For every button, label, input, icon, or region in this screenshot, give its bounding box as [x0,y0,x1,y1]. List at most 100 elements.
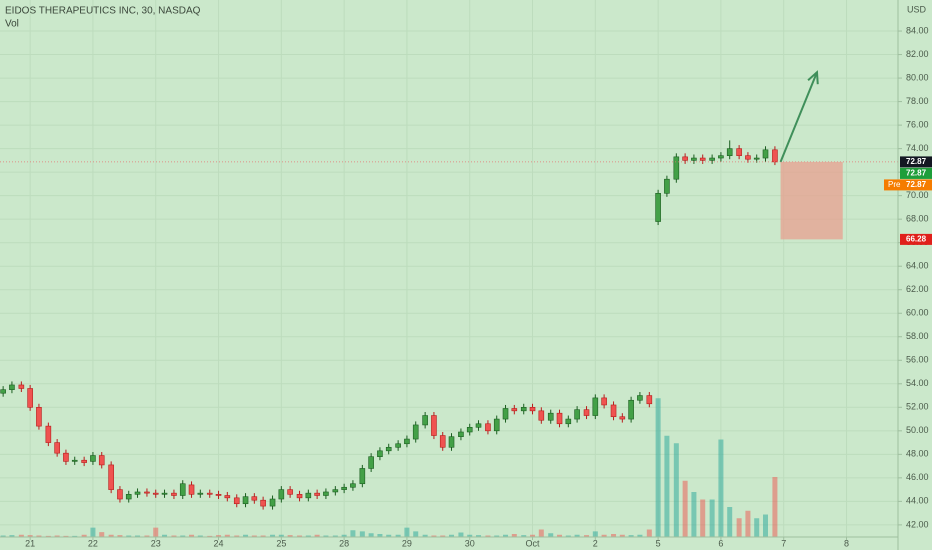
candle-body [592,397,599,416]
candle-body [314,492,320,496]
y-tick-label: 78.00 [906,96,929,106]
candle-body [224,495,231,499]
volume-bar [180,535,186,537]
y-tick-label: 76.00 [906,119,929,129]
volume-bar [90,527,96,537]
volume-bar [305,535,311,537]
candle-body [772,149,778,163]
candle-layer [0,140,778,510]
candle-body [610,404,617,418]
volume-bar [135,535,141,537]
volume-bar [99,532,105,537]
volume-bar [18,534,24,537]
volume-bar [332,535,338,537]
volume-bar [323,535,329,537]
candle-body [9,384,15,390]
candle-body [18,384,25,389]
y-tick-label: 54.00 [906,378,929,388]
volume-bar [440,535,446,537]
volume-bar [297,535,303,537]
volume-bar [655,398,661,537]
candle-body [0,389,6,394]
candle-body [458,431,464,438]
candle-body [117,489,123,500]
volume-bar [108,534,114,537]
candle-body [144,491,150,494]
overlay-layer [0,70,898,240]
candle-body [385,446,392,452]
candle-body [350,483,356,488]
volume-bar [63,535,69,537]
volume-label: Vol [5,19,19,30]
volume-bar [359,531,365,537]
candle-body [377,450,383,457]
volume-bar [278,534,284,537]
volume-bar [565,535,571,537]
volume-bar [664,435,670,537]
x-tick-label: 2 [593,538,598,548]
y-tick-label: 82.00 [906,49,929,59]
volume-bar [413,531,419,537]
grid [0,0,898,537]
volume-bar [189,534,195,537]
volume-bar [72,535,78,537]
volume-bar [341,534,347,537]
price-tag-label: 72.87 [906,169,927,178]
x-tick-label: 8 [844,538,849,548]
candle-body [81,459,87,463]
volume-bar [754,518,760,537]
x-tick-label: 29 [402,538,412,548]
y-tick-label: 60.00 [906,308,929,318]
volume-bar [153,527,159,537]
volume-bar [700,499,706,537]
candle-body [448,436,455,448]
candle-body [574,409,580,420]
volume-bar [404,527,410,537]
candle-body [359,468,366,485]
volume-bar [27,535,33,537]
volume-bar [745,510,751,537]
volume-bar [476,535,482,537]
volume-bar [485,535,491,537]
candle-body [287,489,293,495]
volume-bar [197,535,203,537]
price-tag [900,233,932,245]
volume-bar [117,535,123,537]
candle-body [691,157,697,161]
candle-body [332,489,339,493]
volume-bar [144,535,150,537]
volume-bar [673,443,679,537]
candle-body [98,455,105,466]
volume-bar [557,534,563,537]
stop-box [780,161,843,240]
candle-body [762,149,769,159]
volume-bar [395,534,401,537]
candle-body [188,484,195,495]
y-tick-label: 74.00 [906,143,929,153]
volume-bar [458,532,464,537]
candle-body [431,415,437,436]
volume-bar [36,535,42,537]
candle-body [520,407,527,412]
candle-body [565,418,572,425]
candle-body [547,412,554,421]
candle-body [27,388,33,408]
candle-body [502,408,509,420]
volume-bar [449,534,455,537]
candle-body [718,155,724,159]
volume-bar [521,535,527,537]
volume-bar [736,518,742,537]
volume-bar [503,534,509,537]
volume-layer [0,398,778,537]
volume-bar [81,534,87,537]
volume-bar [574,534,580,537]
candle-body [439,435,446,448]
candle-body [215,494,222,496]
candle-body [412,424,419,440]
volume-bar [611,534,617,537]
volume-bar [243,534,249,537]
x-tick-label: 22 [88,538,98,548]
volume-bar [511,534,517,537]
candle-body [341,486,347,490]
candle-body [736,148,742,156]
